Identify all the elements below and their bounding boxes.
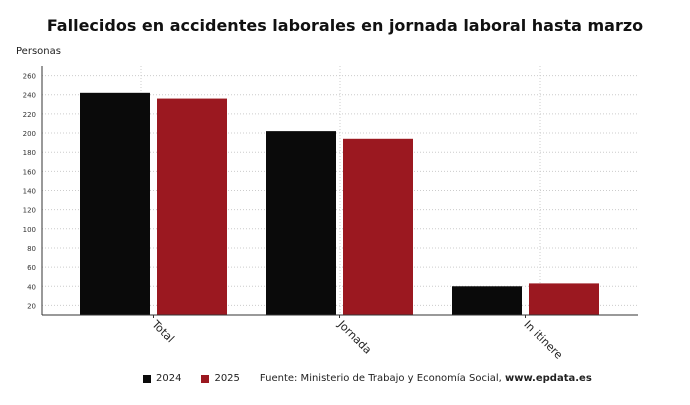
source-site: www.epdata.es — [504, 373, 592, 384]
source-note: Fuente: Ministerio de Trabajo y Economía… — [260, 373, 592, 384]
bar-2025-jornada — [343, 138, 413, 315]
legend: 2024 2025 Fuente: Ministerio de Trabajo … — [143, 373, 592, 384]
bar-2025-in-itinere — [529, 283, 599, 315]
x-tick-label: Total — [149, 317, 177, 345]
y-axis-label: Personas — [16, 46, 61, 57]
x-tick-label: In itinere — [521, 318, 565, 362]
legend-swatch — [143, 374, 151, 383]
y-tick-label: 180 — [23, 149, 36, 157]
y-tick-label: 260 — [23, 73, 36, 81]
bar-2024-total — [80, 92, 150, 315]
y-tick-label: 140 — [23, 188, 36, 196]
y-tick-label: 60 — [27, 264, 36, 272]
y-tick-label: 220 — [23, 111, 36, 119]
y-tick-label: 240 — [23, 92, 36, 100]
x-tick-label: Jornada — [335, 317, 374, 356]
y-tick-label: 200 — [23, 130, 36, 138]
legend-item-2025: 2025 — [201, 373, 240, 384]
y-tick-label: 40 — [27, 283, 36, 291]
legend-label: 2025 — [214, 373, 240, 384]
chart-title: Fallecidos en accidentes laborales en jo… — [46, 16, 644, 35]
legend-label: 2024 — [156, 373, 182, 384]
bar-2024-jornada — [266, 131, 336, 315]
bar-2024-in-itinere — [452, 286, 522, 315]
y-tick-label: 80 — [27, 245, 36, 253]
bar-2025-total — [157, 98, 227, 315]
legend-item-2024: 2024 — [143, 373, 181, 384]
y-tick-label: 100 — [23, 226, 36, 234]
y-tick-label: 160 — [23, 168, 36, 176]
y-tick-label: 20 — [27, 302, 36, 310]
y-tick-label: 120 — [23, 207, 36, 215]
legend-swatch — [201, 374, 210, 383]
source-text: Fuente: Ministerio de Trabajo y Economía… — [259, 373, 505, 384]
